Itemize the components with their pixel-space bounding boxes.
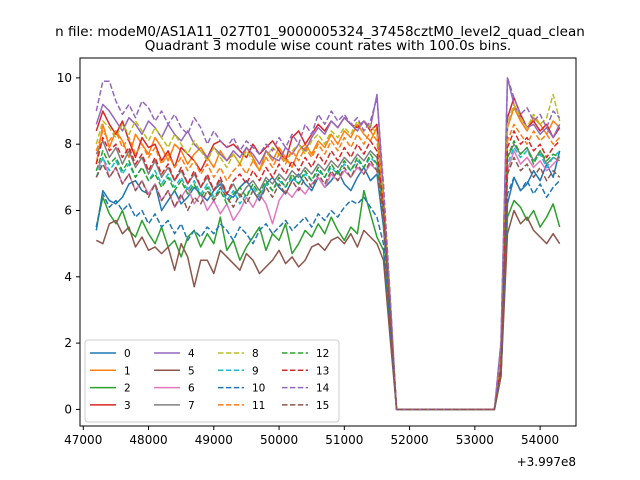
y-tick-label: 8 [64,137,72,151]
figure-suptitle: n file: modeM0/AS1A11_027T01_9000005324_… [55,24,585,40]
x-tick-label: 54000 [521,433,559,447]
legend-label: 4 [188,348,195,360]
legend-label: 15 [316,400,329,412]
legend-entry-11: 11 [218,400,265,412]
legend-label: 13 [316,365,329,377]
legend-entry-6: 6 [154,383,195,395]
legend-entry-0: 0 [90,348,131,360]
x-tick-label: 52000 [390,433,428,447]
legend-entry-13: 13 [282,365,329,377]
legend-label: 2 [124,383,131,395]
y-tick-label: 4 [64,270,72,284]
legend-label: 7 [188,400,195,412]
y-tick-label: 6 [64,204,72,218]
legend-entry-10: 10 [218,383,265,395]
legend-entry-8: 8 [218,348,259,360]
legend-entry-12: 12 [282,348,329,360]
legend-label: 3 [124,400,131,412]
legend-label: 6 [188,383,195,395]
series-line-15 [95,156,561,411]
legend-entry-5: 5 [154,365,195,377]
x-tick-label: 48000 [129,433,167,447]
x-tick-label: 49000 [195,433,233,447]
series-line-8 [95,93,561,411]
legend-entry-15: 15 [282,400,329,412]
legend-entry-3: 3 [90,400,131,412]
y-tick-label: 0 [64,402,72,416]
legend-entry-4: 4 [154,348,195,360]
legend-label: 5 [188,365,195,377]
legend-label: 12 [316,348,329,360]
legend-label: 9 [252,365,259,377]
chart-title: Quadrant 3 module wise count rates with … [145,38,511,54]
y-axis: 0 2 4 6 8 10 [57,71,80,416]
legend-label: 10 [252,383,265,395]
legend-entry-2: 2 [90,383,131,395]
y-tick-label: 2 [64,336,72,350]
legend-entry-1: 1 [90,365,131,377]
x-tick-label: 50000 [260,433,298,447]
legend-label: 8 [252,348,259,360]
legend-entry-7: 7 [154,400,195,412]
series-layer [95,77,561,411]
plot-area [95,77,561,411]
x-tick-label: 53000 [456,433,494,447]
legend-entry-14: 14 [282,383,330,395]
legend-label: 1 [124,365,131,377]
x-offset-label: +3.997e8 [517,455,576,469]
x-tick-label: 47000 [64,433,102,447]
x-tick-label: 51000 [325,433,363,447]
x-axis: 47000 48000 49000 50000 51000 52000 53000 54000 [64,426,559,447]
legend-entry-9: 9 [218,365,259,377]
legend-box [84,339,340,423]
legend-label: 0 [124,348,131,360]
legend-label: 14 [316,383,330,395]
axes-frame [79,57,577,427]
y-tick-label: 10 [57,71,72,85]
legend-label: 11 [252,400,265,412]
